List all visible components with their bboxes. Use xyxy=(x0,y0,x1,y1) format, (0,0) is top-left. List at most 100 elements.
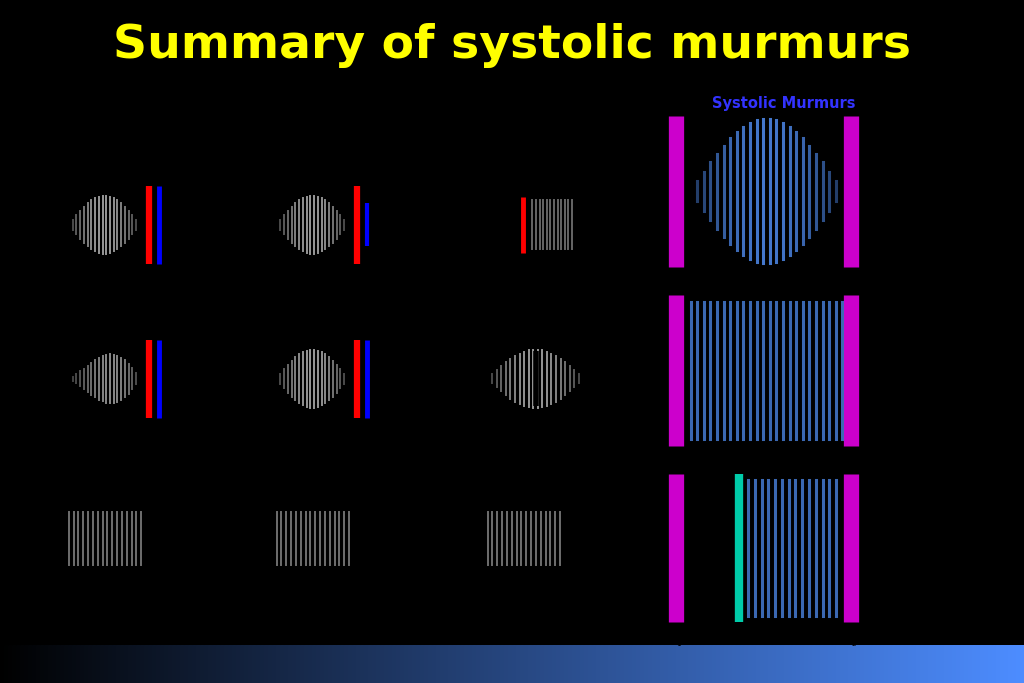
Bar xyxy=(556,645,560,683)
Bar xyxy=(652,645,656,683)
Bar xyxy=(440,645,444,683)
Text: $S_2$: $S_2$ xyxy=(562,469,577,484)
Bar xyxy=(888,645,892,683)
Text: Summary of systolic murmurs: Summary of systolic murmurs xyxy=(113,23,911,68)
Bar xyxy=(288,645,292,683)
Bar xyxy=(32,645,36,683)
Bar xyxy=(908,645,912,683)
Text: $S_2$: $S_2$ xyxy=(143,469,158,484)
Bar xyxy=(831,645,836,683)
Bar xyxy=(892,645,896,683)
Bar xyxy=(512,645,516,683)
Bar xyxy=(620,645,624,683)
Bar xyxy=(164,645,168,683)
Bar xyxy=(696,645,700,683)
Bar xyxy=(96,645,100,683)
Bar xyxy=(560,645,564,683)
Bar xyxy=(4,645,8,683)
Text: Systolic murmurs: Systolic murmurs xyxy=(237,102,414,120)
Text: $S_1$: $S_1$ xyxy=(466,307,480,323)
Bar xyxy=(132,645,136,683)
Bar xyxy=(152,645,156,683)
Bar xyxy=(904,645,908,683)
Bar xyxy=(432,645,436,683)
Bar xyxy=(792,645,796,683)
Text: HOCM: HOCM xyxy=(93,299,135,312)
Bar xyxy=(44,645,48,683)
Bar xyxy=(344,645,348,683)
Bar xyxy=(216,645,220,683)
Bar xyxy=(968,645,972,683)
Bar xyxy=(392,645,396,683)
Text: ▪ Pulmonary stenosis: ▪ Pulmonary stenosis xyxy=(865,203,973,213)
Bar xyxy=(12,645,16,683)
Bar xyxy=(492,645,496,683)
Bar xyxy=(624,645,628,683)
Bar xyxy=(172,645,176,683)
Text: PDA: PDA xyxy=(518,299,547,312)
Bar xyxy=(720,645,724,683)
Bar xyxy=(920,645,924,683)
Bar xyxy=(36,645,40,683)
Bar xyxy=(952,645,956,683)
Bar xyxy=(664,645,668,683)
Bar xyxy=(404,645,408,683)
Bar xyxy=(468,645,472,683)
Bar xyxy=(372,645,376,683)
Bar xyxy=(476,645,480,683)
Bar xyxy=(308,645,312,683)
Bar xyxy=(728,645,732,683)
Text: $S_1$: $S_1$ xyxy=(255,155,269,170)
Bar xyxy=(188,645,193,683)
Bar xyxy=(488,645,492,683)
Bar xyxy=(452,645,456,683)
Text: $S_1$: $S_1$ xyxy=(670,459,683,473)
Bar xyxy=(1004,645,1008,683)
Bar xyxy=(396,645,400,683)
Bar xyxy=(636,645,640,683)
Bar xyxy=(712,645,716,683)
Bar xyxy=(536,645,540,683)
Bar xyxy=(256,645,260,683)
Bar xyxy=(124,645,128,683)
Text: $S_2$: $S_2$ xyxy=(351,469,366,484)
Bar xyxy=(108,645,112,683)
Bar xyxy=(980,645,984,683)
Text: ▪ Aortic stenosis: ▪ Aortic stenosis xyxy=(865,182,948,192)
Text: (holosystolic): (holosystolic) xyxy=(865,353,950,363)
Bar xyxy=(356,645,360,683)
Bar xyxy=(220,645,224,683)
Bar xyxy=(964,645,968,683)
Text: $S_1$: $S_1$ xyxy=(670,279,683,294)
Bar xyxy=(692,645,696,683)
Bar xyxy=(1016,645,1020,683)
Bar xyxy=(836,645,840,683)
Bar xyxy=(240,645,244,683)
Bar xyxy=(160,645,164,683)
Bar xyxy=(296,645,300,683)
Bar xyxy=(992,645,996,683)
Bar xyxy=(784,645,788,683)
Bar xyxy=(316,645,319,683)
Text: $S_2$: $S_2$ xyxy=(531,307,545,323)
Bar xyxy=(575,645,580,683)
Bar xyxy=(732,645,736,683)
Bar xyxy=(168,645,172,683)
Bar xyxy=(500,645,504,683)
Bar xyxy=(60,645,63,683)
Bar xyxy=(924,645,928,683)
Bar xyxy=(760,645,764,683)
Bar xyxy=(84,645,88,683)
Bar xyxy=(744,645,748,683)
Text: Systolic Murmurs: Systolic Murmurs xyxy=(713,96,856,111)
Bar xyxy=(184,645,188,683)
Bar xyxy=(540,645,544,683)
Bar xyxy=(56,645,60,683)
Bar xyxy=(156,645,160,683)
Bar xyxy=(116,645,120,683)
Bar xyxy=(28,645,32,683)
Text: Aortic stenosis: Aortic stenosis xyxy=(62,146,166,159)
Bar xyxy=(128,645,132,683)
Bar xyxy=(52,645,56,683)
Bar xyxy=(748,645,752,683)
